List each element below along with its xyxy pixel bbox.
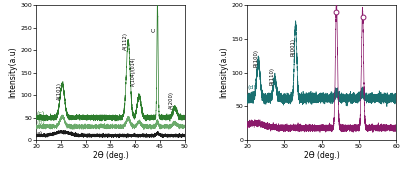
X-axis label: 2ϴ (deg.): 2ϴ (deg.) <box>304 150 340 160</box>
Text: C: C <box>152 28 156 32</box>
Text: A(101): A(101) <box>56 82 62 100</box>
Y-axis label: Intensity(a.u): Intensity(a.u) <box>220 47 228 98</box>
X-axis label: 2ϴ (deg.): 2ϴ (deg.) <box>92 150 128 160</box>
Text: A(200): A(200) <box>169 92 174 109</box>
Text: R(100): R(100) <box>253 49 258 67</box>
Text: A(104)/(014): A(104)/(014) <box>131 57 136 86</box>
Text: R(001): R(001) <box>290 38 296 56</box>
Text: (b): (b) <box>37 120 46 125</box>
Text: a): a) <box>37 131 43 136</box>
Text: (d): (d) <box>248 85 257 90</box>
Text: R(110): R(110) <box>270 67 275 85</box>
Y-axis label: Intensity(a.u): Intensity(a.u) <box>8 47 17 98</box>
Text: A(112): A(112) <box>123 32 128 50</box>
Text: (e): (e) <box>248 123 257 128</box>
Text: (c): (c) <box>37 111 45 116</box>
